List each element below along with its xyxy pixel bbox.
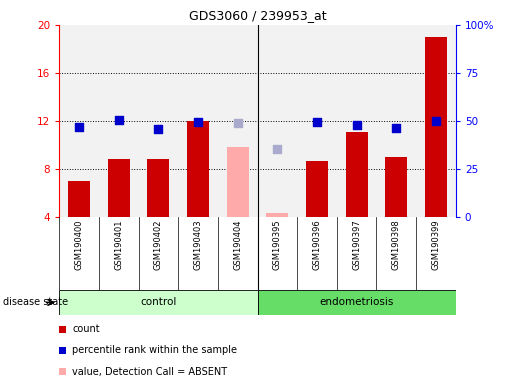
Text: count: count xyxy=(72,324,100,334)
Bar xyxy=(385,157,407,217)
Text: GSM190396: GSM190396 xyxy=(313,219,321,270)
Point xyxy=(75,124,83,130)
Text: GSM190399: GSM190399 xyxy=(432,219,440,270)
Bar xyxy=(147,159,169,217)
Bar xyxy=(346,132,368,217)
Text: GSM190400: GSM190400 xyxy=(75,219,83,270)
Point xyxy=(392,125,401,131)
Bar xyxy=(416,25,456,217)
Text: GSM190401: GSM190401 xyxy=(114,219,123,270)
Bar xyxy=(99,25,139,217)
Bar xyxy=(68,181,90,217)
Text: percentile rank within the sample: percentile rank within the sample xyxy=(72,345,237,356)
Title: GDS3060 / 239953_at: GDS3060 / 239953_at xyxy=(188,9,327,22)
Bar xyxy=(258,290,456,315)
Point xyxy=(352,121,360,127)
Text: value, Detection Call = ABSENT: value, Detection Call = ABSENT xyxy=(72,366,228,377)
Text: GSM190404: GSM190404 xyxy=(233,219,242,270)
Point xyxy=(194,119,202,125)
Text: control: control xyxy=(140,297,177,308)
Bar xyxy=(227,147,249,217)
Bar xyxy=(59,290,258,315)
Text: GSM190398: GSM190398 xyxy=(392,219,401,270)
Point xyxy=(154,126,163,132)
Point xyxy=(432,118,440,124)
Text: disease state: disease state xyxy=(3,297,67,308)
Bar xyxy=(306,161,328,217)
Bar xyxy=(297,25,337,217)
Bar xyxy=(266,214,288,217)
Bar xyxy=(187,121,209,217)
Bar xyxy=(425,37,447,217)
Text: GSM190403: GSM190403 xyxy=(194,219,202,270)
Bar xyxy=(139,25,178,217)
Bar xyxy=(258,25,297,217)
Text: GSM190402: GSM190402 xyxy=(154,219,163,270)
Point xyxy=(114,117,123,123)
Text: GSM190397: GSM190397 xyxy=(352,219,361,270)
Bar xyxy=(59,25,99,217)
Bar xyxy=(376,25,416,217)
Bar xyxy=(108,159,130,217)
Bar xyxy=(218,25,258,217)
Bar xyxy=(178,25,218,217)
Bar xyxy=(337,25,376,217)
Point xyxy=(273,146,281,152)
Text: endometriosis: endometriosis xyxy=(319,297,394,308)
Point xyxy=(234,120,242,126)
Point xyxy=(313,119,321,125)
Text: GSM190395: GSM190395 xyxy=(273,219,282,270)
